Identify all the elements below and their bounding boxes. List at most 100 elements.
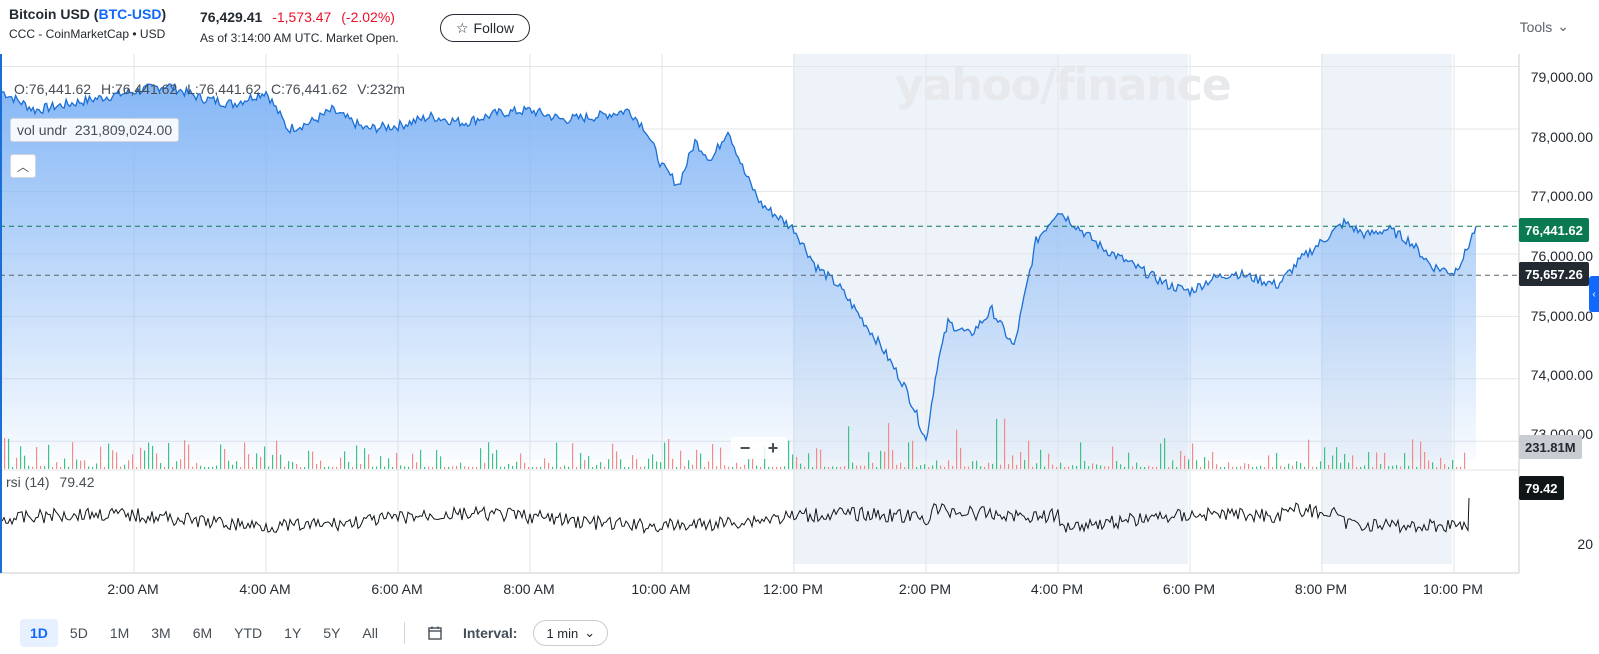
volume-bar [272,454,274,469]
volume-bar [1252,467,1254,469]
volume-bar [676,466,678,469]
volume-bar [1036,463,1038,469]
volume-bar [1192,443,1194,469]
volume-bar [1280,465,1282,469]
volume-bar [588,455,590,469]
range-1m[interactable]: 1M [109,625,130,641]
volume-indicator-legend[interactable]: vol undr 231,809,024.00 [10,118,180,142]
volume-bar [180,459,182,469]
volume-bar [1228,462,1230,469]
volume-bar [688,460,690,469]
volume-bar [696,449,698,469]
volume-bar [216,465,218,469]
rsi-name: rsi (14) [6,474,50,490]
volume-bar [300,466,302,469]
volume-bar [604,466,606,469]
volume-bar [1320,461,1322,469]
volume-bar [780,466,782,469]
volume-bar [1200,466,1202,469]
volume-bar [128,460,130,469]
ohlc-volume: V:232m [357,81,405,97]
volume-tag: 231.81M [1519,435,1582,459]
volume-bar [856,465,858,469]
volume-bar [1312,466,1314,469]
volume-bar [1436,466,1438,469]
range-6m[interactable]: 6M [192,625,213,641]
volume-bar [1408,465,1410,469]
volume-bar [864,465,866,469]
volume-bar [1316,466,1318,469]
range-5y[interactable]: 5Y [323,625,341,641]
volume-bar [400,465,402,469]
volume-bar [1172,460,1174,469]
volume-bar [64,458,66,469]
volume-bar [36,446,38,469]
volume-bar [1424,451,1426,469]
volume-bar [1412,439,1414,469]
volume-bar [1016,464,1018,469]
volume-bar [1004,418,1006,469]
volume-bar [928,467,930,469]
range-1y[interactable]: 1Y [284,625,302,641]
volume-bar [488,442,490,469]
price-change-percent: (-2.02%) [341,9,395,25]
volume-bar [868,452,870,469]
volume-bar [808,453,810,469]
yahoo-finance-watermark: yahoo/finance [895,60,1232,111]
volume-bar [284,466,286,469]
volume-bar [776,466,778,469]
collapse-legend-button[interactable]: ︿ [10,154,36,178]
volume-bar [524,462,526,469]
range-all[interactable]: All [362,625,378,641]
range-3m[interactable]: 3M [151,625,171,641]
volume-bar [572,443,574,469]
zoom-out-button[interactable]: − [739,437,751,458]
asset-name: Bitcoin USD [9,6,90,22]
interval-select[interactable]: 1 min ⌄ [533,620,609,646]
ohlc-low: L:76,441.62 [187,81,262,97]
volume-bar [280,454,282,469]
follow-button[interactable]: ☆ Follow [440,14,530,42]
volume-bar [1388,466,1390,469]
volume-bar [936,460,938,469]
volume-bar [104,466,106,469]
tools-button[interactable]: Tools ⌄ [1520,18,1569,35]
volume-bar [820,449,822,469]
volume-bar [68,466,70,469]
range-ytd[interactable]: YTD [234,625,263,641]
volume-bar [804,466,806,469]
volume-bar [824,466,826,469]
volume-bar [1044,466,1046,469]
range-5d[interactable]: 5D [69,625,88,641]
volume-bar [296,463,298,469]
volume-bar [404,466,406,469]
zoom-in-button[interactable]: + [767,437,779,458]
ticker-name: Bitcoin USD (BTC-USD) [9,6,166,22]
range-1d[interactable]: 1D [20,619,58,647]
volume-bar [1296,461,1298,469]
volume-bar [92,466,94,469]
volume-bar [328,466,330,469]
volume-bar [56,462,58,469]
volume-bar [1232,466,1234,469]
volume-bar [792,454,794,469]
follow-label: Follow [473,20,515,36]
volume-bar [1456,466,1458,469]
volume-bar [1380,464,1382,469]
volume-bar [984,466,986,469]
volume-bar [584,459,586,469]
volume-bar [1244,463,1246,469]
range-toolbar: 1D 5D 1M 3M 6M YTD 1Y 5Y All Interval: 1… [0,612,1599,654]
calendar-icon[interactable] [425,623,445,643]
volume-bar [1040,449,1042,469]
volume-bar [1220,466,1222,469]
rsi-legend[interactable]: rsi (14) 79.42 [6,474,101,490]
side-panel-toggle[interactable]: ‹ [1589,276,1599,312]
volume-bar [740,466,742,469]
volume-bar [636,459,638,469]
volume-bar [1460,466,1462,469]
volume-bar [548,462,550,469]
volume-bar [240,466,242,469]
ticker-symbol[interactable]: BTC-USD [98,6,162,22]
